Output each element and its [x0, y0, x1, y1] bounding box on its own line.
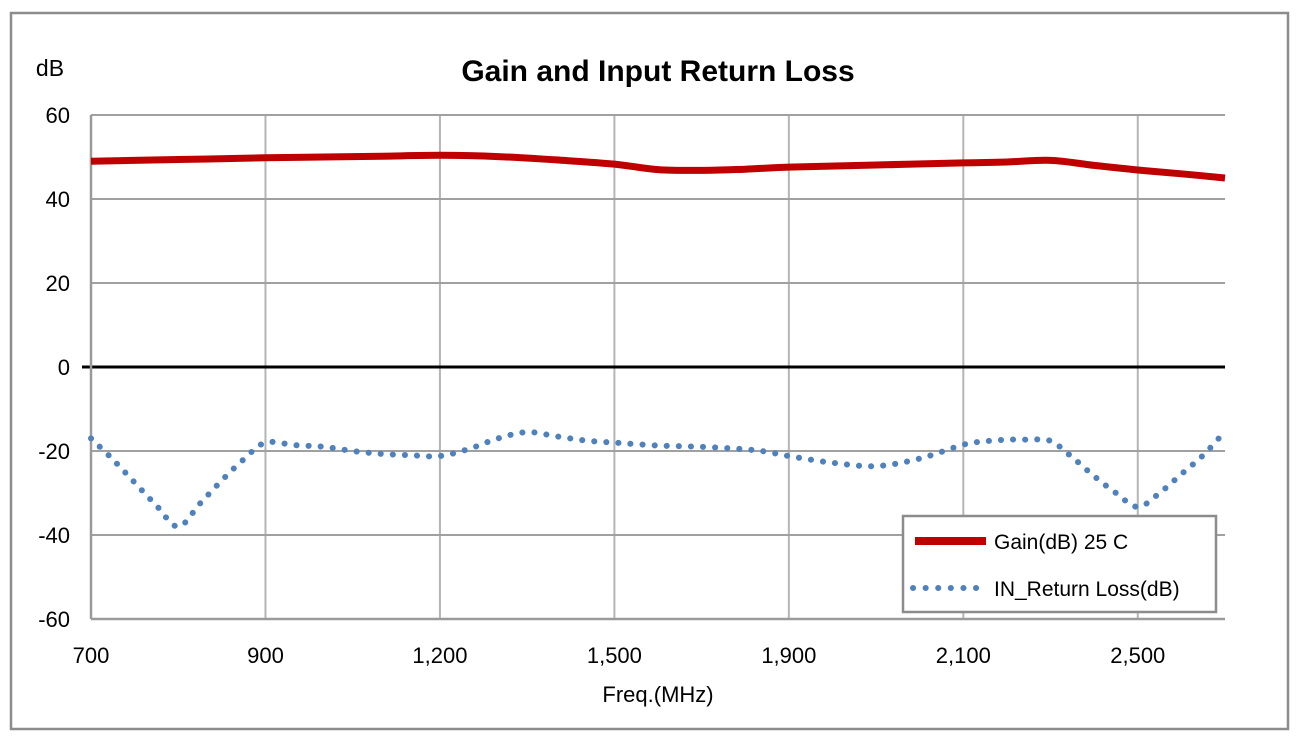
y-axis-unit-label: dB: [36, 55, 64, 81]
gridline-layer: [82, 114, 1225, 621]
chart-title: Gain and Input Return Loss: [461, 55, 854, 88]
y-tick-labels: 60 40 20 0 -20 -40 -60: [38, 103, 70, 632]
y-tick-label: 40: [46, 187, 70, 212]
x-tick-label: 1,200: [412, 643, 467, 668]
x-tick-label: 900: [247, 643, 284, 668]
return-loss-line: [88, 428, 1228, 530]
gain-line: [90, 151, 1226, 182]
y-tick-label: -40: [38, 523, 70, 548]
series-layer: [88, 151, 1228, 530]
figure-border: [9, 11, 1290, 731]
x-tick-labels: 700 900 1,200 1,500 1,900 2,100 2,500: [73, 643, 1166, 668]
x-tick-label: 2,500: [1110, 643, 1165, 668]
x-tick-label: 2,100: [936, 643, 991, 668]
y-tick-label: 60: [46, 103, 70, 128]
y-tick-label: 20: [46, 271, 70, 296]
x-tick-label: 700: [73, 643, 110, 668]
legend: Gain(dB) 25 C IN_Return Loss(dB): [901, 514, 1218, 614]
y-tick-label: -20: [38, 439, 70, 464]
x-tick-label: 1,500: [587, 643, 642, 668]
legend-border: [901, 514, 1218, 614]
legend-return-loss-label: IN_Return Loss(dB): [994, 578, 1180, 601]
legend-gain-label: Gain(dB) 25 C: [994, 531, 1128, 554]
y-tick-label: -60: [38, 607, 70, 632]
y-tick-label: 0: [58, 355, 70, 380]
x-axis-label: Freq.(MHz): [602, 682, 713, 707]
x-tick-label: 1,900: [761, 643, 816, 668]
